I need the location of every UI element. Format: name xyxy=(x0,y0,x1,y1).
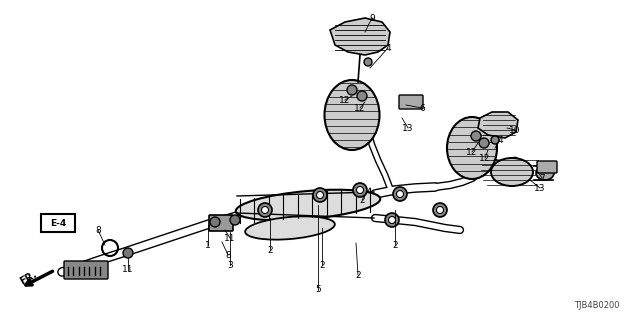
Text: 3: 3 xyxy=(227,260,233,269)
Ellipse shape xyxy=(536,166,554,180)
FancyBboxPatch shape xyxy=(41,214,75,232)
Circle shape xyxy=(317,191,323,198)
Text: 12: 12 xyxy=(339,95,351,105)
FancyBboxPatch shape xyxy=(399,95,423,109)
Circle shape xyxy=(230,215,240,225)
Text: 12: 12 xyxy=(479,154,491,163)
Text: 11: 11 xyxy=(224,234,236,243)
Circle shape xyxy=(313,188,327,202)
Circle shape xyxy=(258,203,272,217)
Text: 4: 4 xyxy=(385,44,391,52)
Circle shape xyxy=(433,203,447,217)
Circle shape xyxy=(353,183,367,197)
Ellipse shape xyxy=(245,216,335,240)
Circle shape xyxy=(393,187,407,201)
Text: 2: 2 xyxy=(359,196,365,204)
Circle shape xyxy=(347,85,357,95)
Ellipse shape xyxy=(491,158,533,186)
Circle shape xyxy=(397,190,403,197)
Text: 9: 9 xyxy=(369,13,375,22)
Polygon shape xyxy=(330,18,390,55)
Circle shape xyxy=(471,131,481,141)
FancyBboxPatch shape xyxy=(209,215,233,231)
Circle shape xyxy=(479,138,489,148)
Text: 8: 8 xyxy=(225,251,231,260)
Text: 10: 10 xyxy=(509,125,521,134)
Text: FR.: FR. xyxy=(18,269,38,287)
Text: 13: 13 xyxy=(403,124,413,132)
Text: 2: 2 xyxy=(392,241,398,250)
Text: 12: 12 xyxy=(467,148,477,156)
Circle shape xyxy=(388,217,396,223)
Text: 12: 12 xyxy=(355,103,365,113)
Text: 1: 1 xyxy=(205,241,211,250)
Text: TJB4B0200: TJB4B0200 xyxy=(575,301,620,310)
Ellipse shape xyxy=(447,117,497,179)
Text: 7: 7 xyxy=(539,173,545,182)
Circle shape xyxy=(364,58,372,66)
Circle shape xyxy=(210,217,220,227)
Text: 2: 2 xyxy=(267,245,273,254)
Circle shape xyxy=(123,248,133,258)
Text: 4: 4 xyxy=(497,135,503,145)
Text: 11: 11 xyxy=(122,266,134,275)
FancyBboxPatch shape xyxy=(64,261,108,279)
Text: 8: 8 xyxy=(95,226,101,235)
Text: 13: 13 xyxy=(534,183,546,193)
Polygon shape xyxy=(478,112,518,138)
Circle shape xyxy=(262,206,269,213)
Ellipse shape xyxy=(236,190,380,220)
Circle shape xyxy=(385,213,399,227)
Text: 2: 2 xyxy=(355,270,361,279)
FancyBboxPatch shape xyxy=(537,161,557,173)
Ellipse shape xyxy=(324,80,380,150)
Text: 2: 2 xyxy=(319,260,325,269)
Text: E-4: E-4 xyxy=(50,219,66,228)
Circle shape xyxy=(357,91,367,101)
Circle shape xyxy=(491,136,499,144)
Text: 5: 5 xyxy=(315,285,321,294)
Circle shape xyxy=(436,206,444,213)
Text: 6: 6 xyxy=(419,103,425,113)
Circle shape xyxy=(356,187,364,194)
